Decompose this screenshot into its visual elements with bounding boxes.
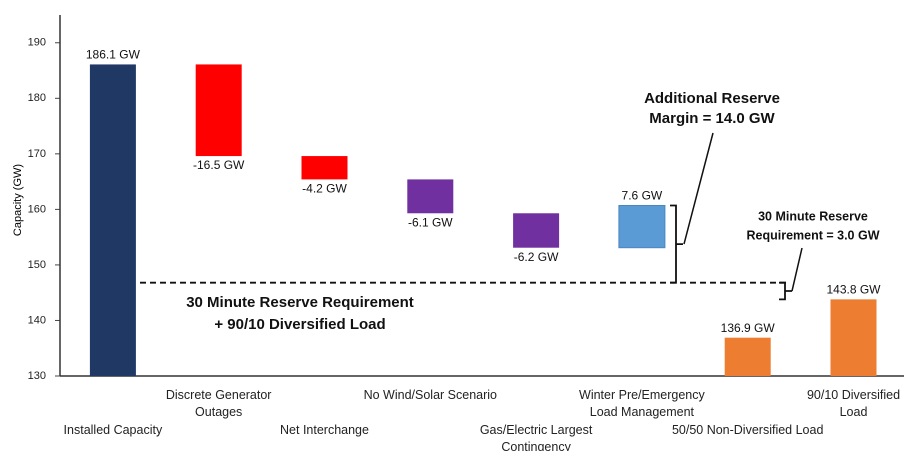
y-tick-label: 170 <box>28 148 46 160</box>
y-tick-label: 150 <box>28 259 46 271</box>
y-tick-label: 180 <box>28 92 46 104</box>
bar <box>195 64 242 157</box>
annotation: Additional Reserve <box>644 90 780 107</box>
data-label: -16.5 GW <box>193 158 245 172</box>
bracket <box>779 281 792 301</box>
x-tick-label: Discrete Generator Outages <box>165 388 272 419</box>
data-label: -6.1 GW <box>408 215 453 229</box>
data-label: -4.2 GW <box>302 182 347 196</box>
bar <box>513 213 560 248</box>
x-tick-label: 90/10 Diversified Load <box>806 388 901 419</box>
x-tick-label: Installed Capacity <box>63 423 163 437</box>
y-tick-label: 140 <box>28 314 46 326</box>
x-tick-label: Gas/Electric Largest Contingency <box>479 423 593 451</box>
bracket <box>670 204 683 284</box>
y-tick-label: 160 <box>28 203 46 215</box>
data-label: 136.9 GW <box>721 321 776 335</box>
bar <box>830 299 877 376</box>
bar <box>301 156 348 180</box>
bar <box>618 204 666 249</box>
x-tick-label: No Wind/Solar Scenario <box>363 388 497 402</box>
y-tick-label: 130 <box>28 370 46 382</box>
x-tick-label: Winter Pre/Emergency Load Management <box>579 388 705 419</box>
annotation: Requirement = 3.0 GW <box>746 228 879 242</box>
x-tick-label: Net Interchange <box>280 423 369 437</box>
y-axis-title: Capacity (GW) <box>12 164 24 236</box>
data-label: 7.6 GW <box>622 189 663 203</box>
annotation: + 90/10 Diversified Load <box>214 316 385 333</box>
x-tick-label: 50/50 Non-Diversified Load <box>671 423 824 437</box>
bar <box>724 337 771 376</box>
data-label: -6.2 GW <box>514 250 559 264</box>
annotation: 30 Minute Reserve Requirement <box>186 294 414 311</box>
y-tick-label: 190 <box>28 37 46 49</box>
data-label: 186.1 GW <box>86 48 141 62</box>
annotation: 30 Minute Reserve <box>758 209 868 223</box>
leader-line <box>791 247 803 292</box>
leader-line <box>683 132 714 245</box>
bar <box>407 179 454 214</box>
bar <box>89 64 136 376</box>
annotation: Margin = 14.0 GW <box>649 110 775 127</box>
data-label: 143.8 GW <box>826 283 881 297</box>
